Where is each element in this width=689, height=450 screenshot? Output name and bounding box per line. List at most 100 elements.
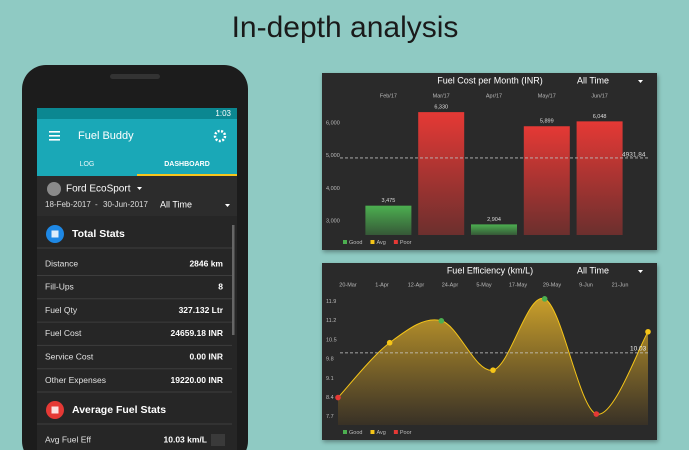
legend-label: Poor: [400, 240, 412, 246]
y-tick-label: 5,000: [326, 153, 340, 159]
stat-value: 24659.18 INR: [171, 328, 223, 338]
vehicle-avatar: [47, 182, 61, 196]
stat-value: 19220.00 INR: [171, 375, 223, 385]
legend-label: Good: [349, 240, 362, 246]
chart-title: Fuel Efficiency (km/L): [447, 265, 533, 275]
stat-value: 8: [218, 282, 223, 292]
dropdown-arrow: [225, 204, 230, 207]
chart-period: All Time: [577, 265, 609, 275]
tab[interactable]: DASHBOARD: [164, 161, 210, 168]
bar-value-label: 2,904: [487, 217, 501, 223]
scrollbar: [232, 225, 235, 335]
x-tick-label: 20-Mar: [339, 282, 357, 288]
stat-label: Distance: [45, 258, 78, 268]
x-tick-label: 24-Apr: [442, 282, 459, 288]
bar: [365, 205, 412, 235]
settings-icon[interactable]: [213, 129, 227, 143]
y-tick-label: 10.5: [326, 337, 337, 343]
stat-label: Other Expenses: [45, 375, 106, 385]
dropdown-arrow: [137, 187, 142, 190]
date-from: 18-Feb-2017: [45, 200, 91, 209]
y-tick-label: 9.8: [326, 357, 334, 363]
average-label: 4931.84: [622, 152, 646, 159]
bar: [523, 126, 570, 235]
headline: In-depth analysis: [232, 11, 459, 44]
app-title: Fuel Buddy: [78, 130, 134, 142]
x-tick-label: Apr/17: [486, 93, 502, 99]
x-tick-label: 9-Jun: [579, 282, 593, 288]
legend-swatch: [343, 240, 347, 244]
point: [386, 339, 393, 346]
dropdown-arrow: [638, 270, 643, 273]
y-tick-label: 11.9: [326, 299, 336, 305]
bar: [418, 112, 465, 235]
x-tick-label: Jun/17: [591, 93, 608, 99]
point: [645, 328, 651, 335]
bar-value-label: 5,899: [540, 119, 554, 125]
speaker: [110, 74, 160, 79]
stat-label: Service Cost: [45, 351, 94, 361]
legend-label: Good: [349, 430, 362, 436]
app-bar: [37, 119, 237, 176]
stat-label: Fuel Qty: [45, 305, 78, 315]
point: [490, 367, 496, 373]
stat-value: 0.00 INR: [189, 351, 223, 361]
vehicle-name[interactable]: Ford EcoSport: [66, 184, 131, 195]
bar: [471, 224, 517, 235]
stat-value: 10.03 km/L: [164, 434, 207, 444]
date-sep: -: [95, 200, 98, 209]
stat-label: Avg Fuel Eff: [45, 434, 92, 444]
point: [335, 394, 341, 401]
y-tick-label: 3,000: [326, 219, 340, 225]
legend-swatch: [370, 430, 375, 434]
section-icon-glyph: [51, 406, 59, 414]
x-tick-label: Mar/17: [433, 93, 450, 99]
x-tick-label: 29-May: [543, 282, 562, 288]
average-label: 10.03: [630, 346, 647, 353]
x-tick-label: Feb/17: [380, 93, 397, 99]
y-tick-label: 11.2: [326, 318, 336, 324]
y-tick-label: 6,000: [326, 120, 340, 126]
chart-period: All Time: [577, 75, 609, 85]
stats-card: [37, 216, 237, 450]
y-tick-label: 4,000: [326, 186, 340, 192]
x-tick-label: 5-May: [476, 282, 492, 288]
x-tick-label: May/17: [538, 93, 556, 99]
x-tick-label: 17-May: [509, 282, 528, 288]
bar-value-label: 3,475: [382, 198, 396, 204]
bar: [576, 121, 623, 235]
tab[interactable]: LOG: [80, 161, 95, 168]
chart-button: [211, 434, 225, 446]
date-to: 30-Jun-2017: [103, 200, 148, 209]
period[interactable]: All Time: [160, 199, 192, 209]
section-icon-glyph: [51, 230, 59, 238]
area: [338, 298, 648, 425]
bar-value-label: 6,330: [434, 105, 448, 111]
stat-label: Fuel Cost: [45, 328, 82, 338]
section-title: Average Fuel Stats: [72, 404, 166, 416]
x-tick-label: 12-Apr: [408, 282, 425, 288]
legend-label: Poor: [400, 430, 412, 436]
status-bar: [37, 108, 237, 119]
point: [541, 296, 548, 302]
stat-value: 327.132 Ltr: [179, 305, 224, 315]
y-tick-label: 9.1: [326, 376, 334, 382]
section-title: Total Stats: [72, 228, 125, 240]
legend-swatch: [343, 430, 347, 434]
y-tick-label: 8.4: [326, 395, 334, 401]
y-tick-label: 7.7: [326, 414, 334, 420]
stat-label: Fill-Ups: [45, 282, 74, 292]
stat-value: 2846 km: [189, 258, 223, 268]
x-tick-label: 21-Jun: [612, 282, 629, 288]
point: [593, 411, 600, 417]
point: [438, 317, 445, 324]
legend-label: Avg: [376, 430, 385, 436]
legend-swatch: [393, 240, 398, 244]
legend-swatch: [370, 240, 375, 244]
menu-icon[interactable]: [49, 131, 60, 141]
legend-swatch: [393, 430, 398, 434]
dropdown-arrow: [638, 80, 643, 83]
chart-title: Fuel Cost per Month (INR): [437, 75, 543, 85]
